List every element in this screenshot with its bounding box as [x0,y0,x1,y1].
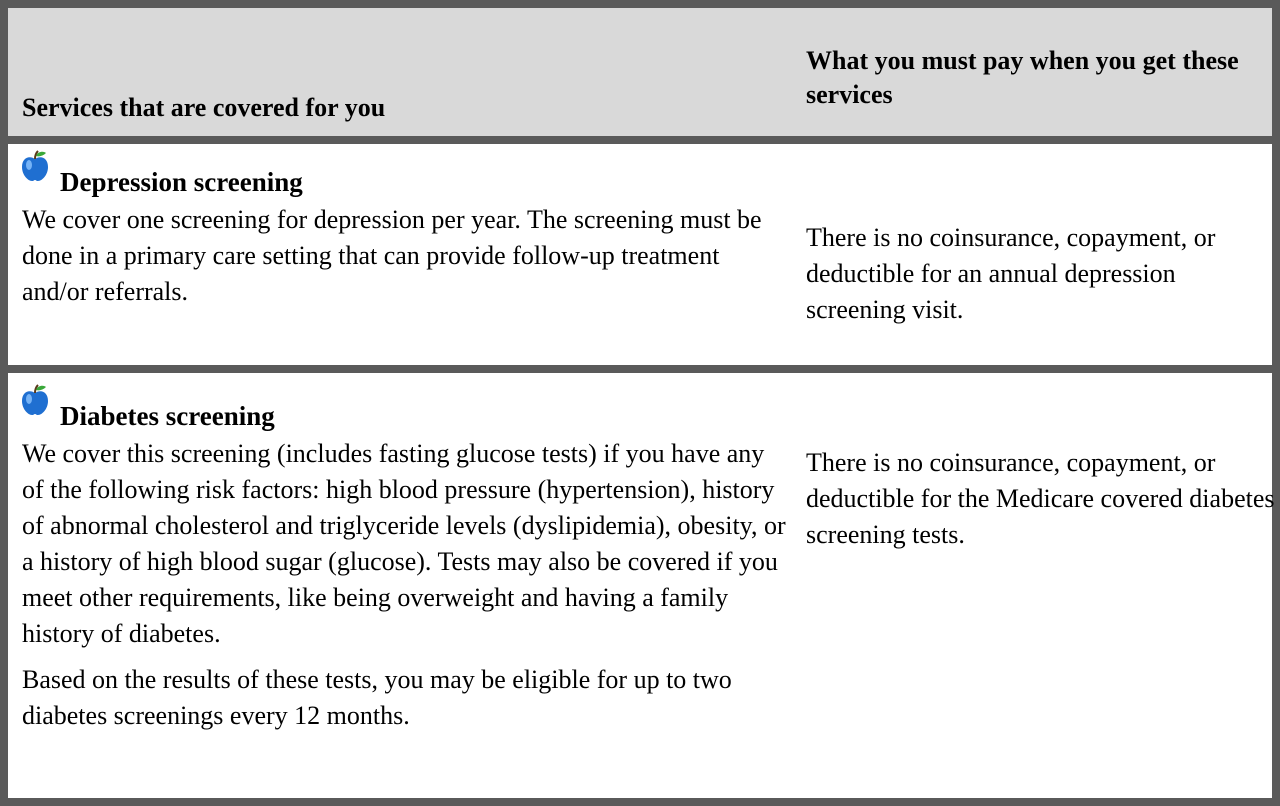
table-header [8,8,1272,144]
apple-icon [22,384,48,415]
row-separator [8,365,1272,373]
paragraph: We cover this screening (includes fastin… [22,439,786,648]
row-title: Diabetes screening [60,401,275,431]
header-cell: Services that are covered for you [22,93,386,122]
header-cell: What you must pay when you get these ser… [806,46,1239,109]
paragraph: We cover one screening for depression pe… [22,205,762,306]
row-description: We cover one screening for depression pe… [22,202,792,320]
row-description: We cover this screening (includes fastin… [22,436,792,744]
row-cost: There is no coinsurance, copayment, or d… [806,448,1275,549]
row-cost: There is no coinsurance, copayment, or d… [806,223,1216,324]
apple-icon [22,150,48,181]
paragraph: Based on the results of these tests, you… [22,665,732,730]
row-title: Depression screening [60,167,303,197]
